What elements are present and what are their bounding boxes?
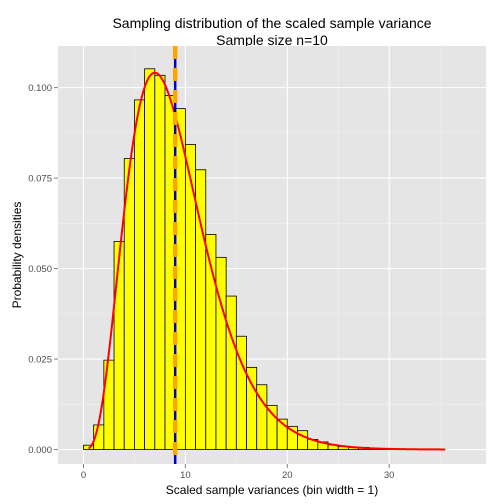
- histogram-bar: [225, 295, 237, 450]
- x-tick-label: 0: [81, 470, 86, 481]
- density-curve: [87, 71, 446, 451]
- y-axis: 0.000 0.025 0.050 0.075 0.100: [28, 83, 58, 456]
- x-axis: 0 10 20 30: [81, 464, 395, 481]
- histogram-bar: [134, 99, 146, 450]
- histogram-bar: [246, 366, 258, 450]
- y-tick-label: 0.000: [28, 445, 52, 456]
- x-tick-label: 10: [180, 470, 191, 481]
- histogram-bar: [154, 74, 166, 450]
- chart-title: Sampling distribution of the scaled samp…: [112, 15, 431, 31]
- chart-subtitle: Sample size n=10: [216, 32, 328, 48]
- histogram-bars: [83, 68, 421, 450]
- histogram-bar: [215, 256, 227, 450]
- x-axis-title: Scaled sample variances (bin width = 1): [166, 483, 378, 497]
- histogram-bar: [266, 404, 278, 450]
- x-tick-label: 30: [384, 470, 395, 481]
- y-tick-label: 0.025: [28, 355, 52, 366]
- histogram-bar: [144, 68, 156, 450]
- histogram-bar: [113, 241, 125, 450]
- y-axis-title: Probability densities: [10, 202, 24, 309]
- x-tick-label: 20: [282, 470, 293, 481]
- y-tick-label: 0.075: [28, 174, 52, 185]
- y-tick-label: 0.050: [28, 264, 52, 275]
- y-tick-label: 0.100: [28, 83, 52, 94]
